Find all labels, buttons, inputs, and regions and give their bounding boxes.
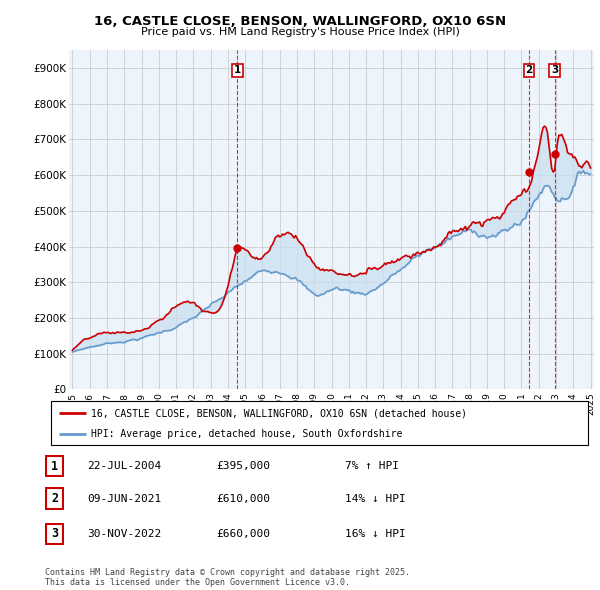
Text: 3: 3 xyxy=(551,65,558,76)
Text: Price paid vs. HM Land Registry's House Price Index (HPI): Price paid vs. HM Land Registry's House … xyxy=(140,27,460,37)
Text: £660,000: £660,000 xyxy=(216,529,270,539)
Text: 09-JUN-2021: 09-JUN-2021 xyxy=(87,494,161,503)
Text: 16, CASTLE CLOSE, BENSON, WALLINGFORD, OX10 6SN: 16, CASTLE CLOSE, BENSON, WALLINGFORD, O… xyxy=(94,15,506,28)
Text: 16% ↓ HPI: 16% ↓ HPI xyxy=(345,529,406,539)
Text: 3: 3 xyxy=(51,527,58,540)
Text: 1: 1 xyxy=(51,460,58,473)
Text: £610,000: £610,000 xyxy=(216,494,270,503)
Text: 16, CASTLE CLOSE, BENSON, WALLINGFORD, OX10 6SN (detached house): 16, CASTLE CLOSE, BENSON, WALLINGFORD, O… xyxy=(91,408,467,418)
Text: 7% ↑ HPI: 7% ↑ HPI xyxy=(345,461,399,471)
Text: 30-NOV-2022: 30-NOV-2022 xyxy=(87,529,161,539)
Text: HPI: Average price, detached house, South Oxfordshire: HPI: Average price, detached house, Sout… xyxy=(91,428,403,438)
Text: 22-JUL-2004: 22-JUL-2004 xyxy=(87,461,161,471)
Text: 14% ↓ HPI: 14% ↓ HPI xyxy=(345,494,406,503)
Text: £395,000: £395,000 xyxy=(216,461,270,471)
Text: 2: 2 xyxy=(526,65,533,76)
Text: 1: 1 xyxy=(234,65,241,76)
Text: 2: 2 xyxy=(51,492,58,505)
Text: Contains HM Land Registry data © Crown copyright and database right 2025.
This d: Contains HM Land Registry data © Crown c… xyxy=(45,568,410,587)
